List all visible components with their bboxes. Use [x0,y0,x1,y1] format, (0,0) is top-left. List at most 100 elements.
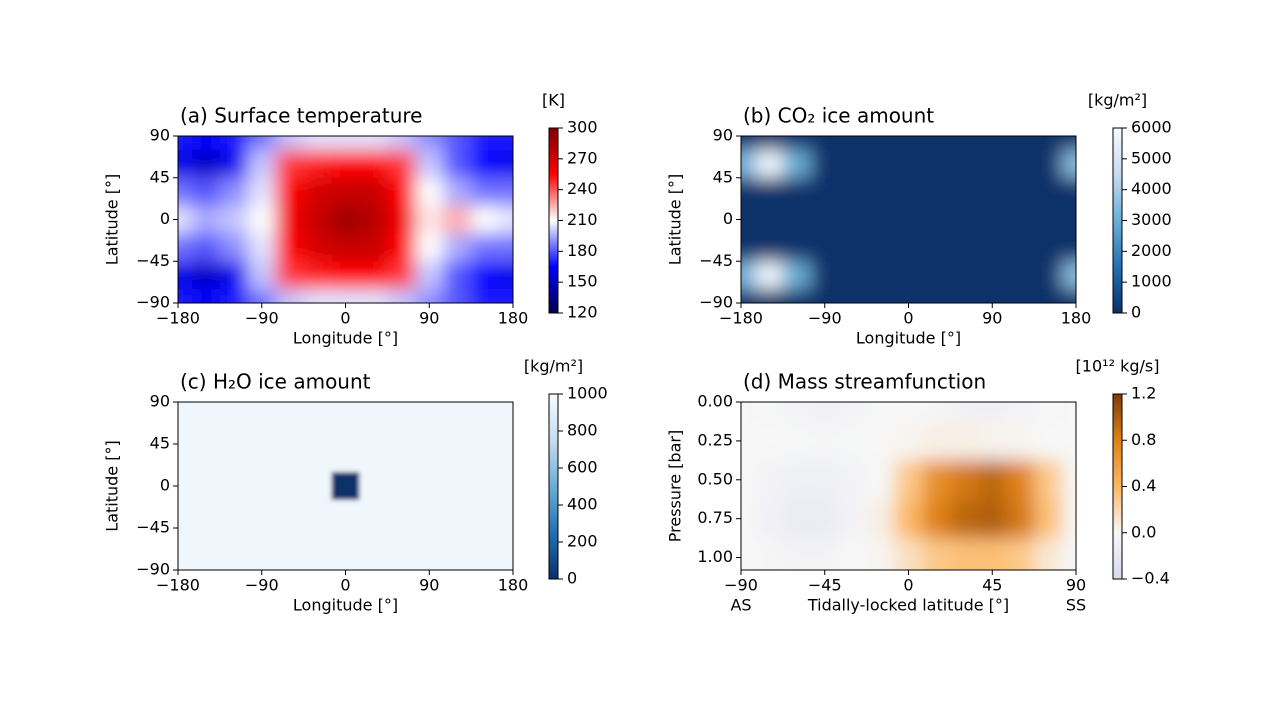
colorbar-tick-label: 270 [567,148,598,167]
field-cell [415,177,444,207]
panel-title: (b) CO₂ ice amount [743,104,934,128]
field-cell [191,402,221,417]
field-cell [443,261,472,290]
field-cell [741,136,756,151]
field-cell [247,177,277,207]
x-axis-label: Longitude [°] [293,329,398,348]
x-tick-label: −90 [808,309,842,328]
field-cell [1062,538,1076,570]
y-tick-label: 1.00 [697,547,733,566]
x-tick-label: −180 [156,309,200,328]
field-cell [359,472,388,501]
field-cell [810,233,840,262]
field-cell [754,421,784,461]
field-cell [1034,136,1063,151]
field-cell [499,233,513,262]
field-cell [1006,499,1035,539]
field-cell [1006,460,1035,500]
field-cell [471,289,500,303]
field-cell [1034,177,1063,207]
colorbar-tick-label: 800 [567,421,598,440]
field-cell [1034,402,1063,422]
field-cell [219,289,249,303]
field-cell [443,177,472,207]
field-cell [1006,421,1035,461]
field-cell [331,416,360,445]
field-cell [1034,538,1063,570]
field-cell [191,289,221,303]
field-cell [782,499,812,539]
field-cell [866,233,896,262]
field-cell [303,402,333,417]
field-cell [359,136,388,151]
x-tick-label: 90 [1066,576,1086,595]
field-cell [838,177,868,207]
field-cell [471,233,500,262]
field-cell [471,556,500,570]
x-axis-label: Tidally-locked latitude [°] [807,596,1009,615]
field-cell [359,177,388,207]
field-cell [303,205,333,234]
field-cell [415,205,444,234]
y-tick-label: 90 [713,126,733,145]
field-cell [387,416,416,445]
field-cell [387,472,416,501]
field-cell [810,136,840,151]
field-cell [838,136,868,151]
field-cell [415,402,444,417]
field-cell [178,444,193,473]
field-cell [866,205,896,234]
field-cell [894,136,923,151]
field-cell [247,233,277,262]
field-cell [331,500,360,529]
plot-area [178,402,513,570]
field-cell [1006,538,1035,570]
colorbar-tick-label: 200 [567,532,598,551]
field-cell [331,233,360,262]
field-cell [387,528,416,557]
field-cell [499,528,513,557]
field-cell [1006,233,1035,262]
field-cell [247,500,277,529]
y-tick-label: 90 [150,392,170,411]
x-tick-label: 90 [419,309,439,328]
field-cell [782,460,812,500]
field-cell [810,460,840,500]
colorbar-tick-label: 3000 [1131,210,1172,229]
field-cell [443,528,472,557]
field [178,136,513,303]
field-cell [838,538,868,570]
colorbar-tick-label: 210 [567,210,598,229]
y-tick-label: −45 [699,251,733,270]
x-tick-label: 180 [498,309,529,328]
colorbar-tick-label: 180 [567,241,598,260]
field-cell [359,444,388,473]
field-cell [275,556,305,570]
field-cell [1034,149,1063,179]
field [741,136,1076,303]
colorbar [548,127,559,314]
field-cell [894,289,923,303]
field-cell [387,289,416,303]
field-cell [810,289,840,303]
field-cell [1062,261,1076,290]
field-cell [275,416,305,445]
field-cell [922,421,951,461]
field-cell [1034,289,1063,303]
field-cell [303,472,333,501]
field-cell [866,402,896,422]
field-cell [471,500,500,529]
field-cell [838,460,868,500]
field-cell [499,402,513,417]
field-cell [178,177,193,207]
field-cell [499,444,513,473]
field-cell [191,416,221,445]
field [741,402,1076,570]
colorbar-tick-label: 240 [567,179,598,198]
field-cell [178,472,193,501]
field-cell [359,205,388,234]
field-cell [922,289,951,303]
field-cell [1034,233,1063,262]
field-cell [443,289,472,303]
